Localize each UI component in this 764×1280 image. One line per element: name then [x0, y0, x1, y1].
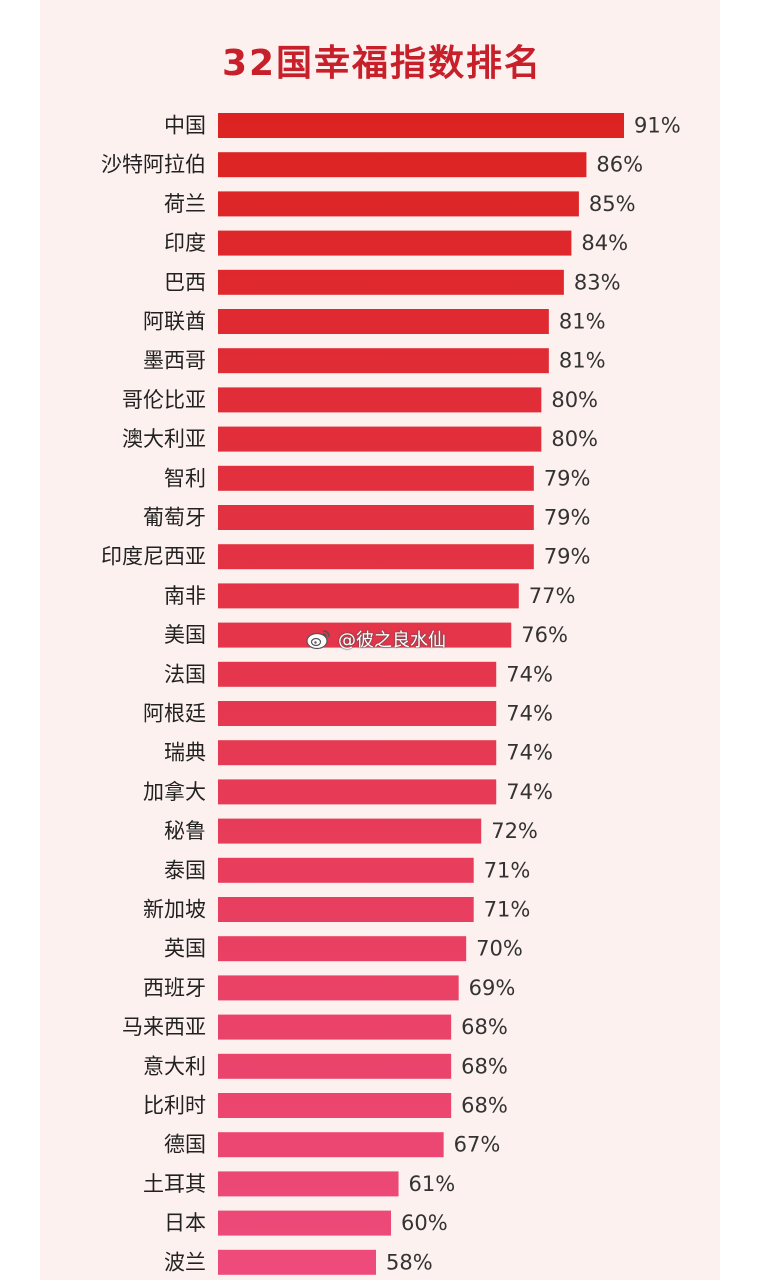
value-label: 60%	[401, 1211, 448, 1235]
category-label: 土耳其	[143, 1172, 206, 1196]
value-label: 72%	[491, 819, 538, 843]
value-label: 67%	[454, 1133, 501, 1157]
bar	[218, 583, 519, 609]
bar	[218, 1093, 452, 1118]
category-label: 南非	[164, 584, 206, 608]
category-label: 沙特阿拉伯	[101, 153, 206, 177]
category-label: 荷兰	[164, 192, 206, 216]
bar	[218, 1171, 399, 1197]
bar	[218, 818, 482, 844]
value-label: 69%	[469, 976, 516, 1000]
category-label: 法国	[164, 662, 206, 686]
category-label: 泰国	[164, 858, 206, 882]
category-label: 新加坡	[143, 898, 206, 922]
value-label: 68%	[461, 1015, 508, 1039]
category-label: 马来西亚	[122, 1015, 206, 1039]
category-label: 美国	[164, 623, 206, 647]
value-label: 68%	[461, 1094, 508, 1118]
category-label: 中国	[164, 114, 206, 138]
value-label: 71%	[484, 858, 531, 882]
bar	[218, 426, 542, 452]
bar	[218, 897, 474, 922]
category-label: 西班牙	[143, 976, 206, 1000]
category-label: 日本	[164, 1211, 206, 1235]
category-label: 英国	[164, 937, 206, 961]
category-label: 阿根廷	[143, 702, 206, 726]
category-label: 澳大利亚	[122, 427, 206, 451]
bar	[218, 975, 459, 1001]
value-label: 74%	[506, 780, 553, 804]
bar	[218, 348, 549, 374]
value-label: 74%	[506, 741, 553, 765]
value-label: 74%	[506, 662, 553, 686]
category-label: 波兰	[164, 1250, 206, 1274]
bar	[218, 622, 512, 648]
bar	[218, 505, 534, 530]
bar	[218, 701, 497, 726]
category-label: 德国	[164, 1133, 206, 1157]
bar	[218, 191, 579, 217]
bar	[218, 1210, 392, 1236]
category-label: 印度	[164, 231, 206, 255]
value-label: 91%	[634, 114, 681, 138]
bars-group: 中国 91% 沙特阿拉伯 86% 荷兰 85% 印度 84% 巴西 83% 阿联酋 81% 墨西哥 81%…	[101, 113, 681, 1275]
bar	[218, 1053, 452, 1079]
value-label: 81%	[559, 349, 606, 373]
value-label: 83%	[574, 270, 621, 294]
bar	[218, 857, 474, 883]
value-label: 86%	[596, 153, 643, 177]
bar	[218, 1249, 376, 1275]
bar	[218, 1132, 444, 1158]
value-label: 61%	[409, 1172, 456, 1196]
category-label: 比利时	[143, 1094, 206, 1118]
category-label: 加拿大	[143, 780, 206, 804]
bar	[218, 309, 549, 334]
category-label: 葡萄牙	[143, 506, 206, 530]
value-label: 70%	[476, 937, 523, 961]
category-label: 智利	[164, 466, 206, 490]
bar	[218, 465, 534, 491]
value-label: 71%	[484, 898, 531, 922]
category-label: 意大利	[143, 1054, 206, 1078]
category-label: 瑞典	[164, 741, 206, 765]
value-label: 85%	[589, 192, 636, 216]
value-label: 79%	[544, 506, 591, 530]
category-label: 哥伦比亚	[122, 388, 206, 412]
value-label: 79%	[544, 545, 591, 569]
chart-title: 32国幸福指数排名	[221, 43, 543, 84]
value-label: 68%	[461, 1054, 508, 1078]
bar	[218, 1014, 452, 1040]
value-label: 84%	[581, 231, 628, 255]
value-label: 77%	[529, 584, 576, 608]
bar	[218, 387, 542, 413]
watermark-text: @彼之良水仙	[338, 630, 446, 651]
value-label: 58%	[386, 1250, 433, 1274]
weibo-icon	[306, 630, 330, 650]
category-label: 秘鲁	[164, 819, 206, 843]
bar	[218, 661, 497, 687]
bar	[218, 113, 624, 138]
value-label: 74%	[506, 702, 553, 726]
value-label: 80%	[551, 388, 598, 412]
category-label: 巴西	[164, 270, 206, 294]
bar	[218, 740, 497, 766]
bar	[218, 152, 587, 178]
bar	[218, 269, 564, 295]
value-label: 80%	[551, 427, 598, 451]
watermark: @彼之良水仙	[306, 626, 446, 652]
category-label: 印度尼西亚	[101, 545, 206, 569]
bar	[218, 544, 534, 570]
category-label: 墨西哥	[143, 349, 206, 373]
value-label: 79%	[544, 466, 591, 490]
bar	[218, 936, 467, 962]
value-label: 76%	[521, 623, 568, 647]
category-label: 阿联酋	[143, 310, 206, 334]
value-label: 81%	[559, 310, 606, 334]
bar	[218, 779, 497, 805]
bar	[218, 230, 572, 256]
